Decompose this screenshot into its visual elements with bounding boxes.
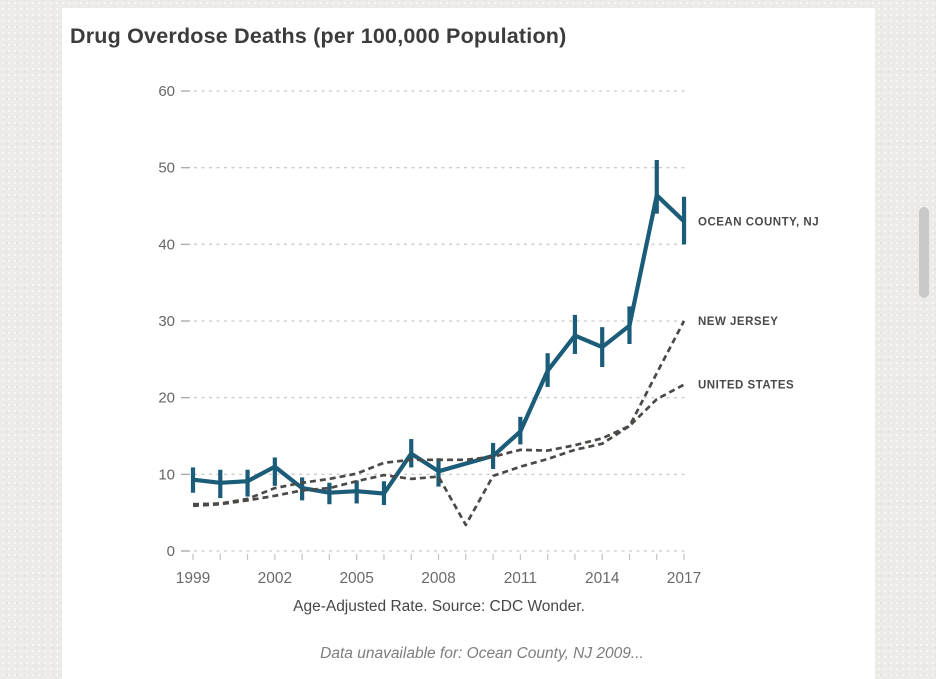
y-tick-label: 0 bbox=[167, 543, 175, 560]
y-tick-label: 30 bbox=[158, 313, 175, 330]
series-ocean-county-nj: OCEAN COUNTY, NJ bbox=[190, 159, 819, 505]
y-tick-label: 50 bbox=[158, 160, 175, 177]
series-line-new-jersey bbox=[192, 320, 686, 527]
series-label-united-states: UNITED STATES bbox=[698, 380, 794, 392]
scrollbar-thumb[interactable] bbox=[919, 207, 929, 298]
y-tick-label: 40 bbox=[158, 236, 175, 253]
series-label-ocean-county-nj: OCEAN COUNTY, NJ bbox=[698, 216, 819, 228]
x-tick-label: 2017 bbox=[667, 570, 701, 587]
y-tick-label: 20 bbox=[158, 390, 175, 407]
chart-card: Drug Overdose Deaths (per 100,000 Popula… bbox=[62, 8, 875, 679]
y-tick-label: 60 bbox=[158, 83, 175, 100]
x-axis: 1999 2002 2005 2008 2011 2014 2017 bbox=[176, 554, 701, 587]
series-new-jersey: NEW JERSEY bbox=[192, 316, 778, 527]
x-tick-label: 1999 bbox=[176, 570, 210, 587]
axis-source-caption: Age-Adjusted Rate. Source: CDC Wonder. bbox=[293, 598, 585, 615]
y-tick-label: 10 bbox=[158, 466, 175, 483]
series-line-ocean-county-nj bbox=[192, 193, 686, 496]
y-axis-gridlines: 0 10 20 30 40 50 60 bbox=[158, 83, 689, 560]
series-line-united-states bbox=[192, 383, 685, 506]
x-tick-label: 2005 bbox=[339, 570, 373, 587]
data-unavailable-note: Data unavailable for: Ocean County, NJ 2… bbox=[320, 645, 644, 662]
x-tick-label: 2008 bbox=[421, 570, 455, 587]
series-united-states: UNITED STATES bbox=[192, 380, 794, 506]
x-tick-label: 2014 bbox=[585, 570, 620, 587]
x-tick-label: 2011 bbox=[504, 570, 537, 587]
x-tick-label: 2002 bbox=[258, 570, 292, 587]
chart-title: Drug Overdose Deaths (per 100,000 Popula… bbox=[70, 24, 567, 48]
chart-svg[interactable]: 0 10 20 30 40 50 60 1999 2002 2005 2008 2011 2014 201… bbox=[62, 8, 875, 679]
series-label-new-jersey: NEW JERSEY bbox=[698, 316, 778, 328]
